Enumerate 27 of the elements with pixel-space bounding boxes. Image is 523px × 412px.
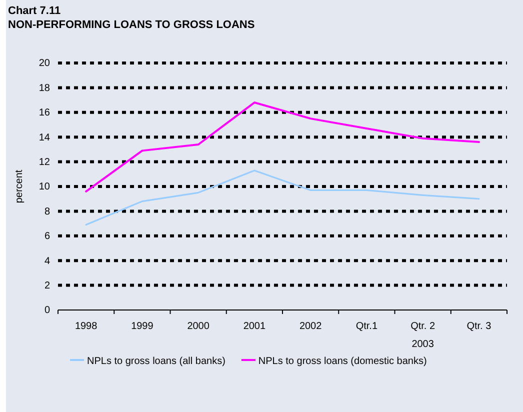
text: 2003 [412,339,434,350]
y-tick-label: 0 [44,305,50,316]
x-tick-label: Qtr.1 [356,321,378,332]
legend-label: NPLs to gross loans (domestic banks) [258,356,427,367]
x-tick-label: Qtr. 2 [410,321,436,332]
y-tick-label: 12 [38,157,50,168]
line-series [85,170,480,226]
chart-title: Chart 7.11 [8,5,61,17]
y-tick-label: 8 [44,206,50,218]
y-tick-label: 20 [38,58,50,70]
legend-label: NPLs to gross loans (all banks) [87,356,226,367]
y-tick-label: 4 [44,256,50,267]
x-tick-label: 1998 [74,321,98,332]
y-tick-label: 14 [38,132,50,144]
x-tick-label: 2000 [187,321,210,332]
y-tick-label: 16 [38,108,50,119]
x-tick-label: 2001 [243,321,266,332]
y-axis-title: percent [14,170,25,204]
x-tick-label: 2002 [299,321,322,332]
line-series [85,102,480,192]
y-tick-label: 2 [44,280,50,292]
chart-subtitle: NON-PERFORMING LOANS TO GROSS LOANS [8,19,255,31]
y-tick-label: 10 [38,182,50,193]
x-tick-label: Qtr. 3 [466,321,492,332]
x-tick-label: 1999 [131,321,154,332]
y-tick-label: 18 [38,82,50,94]
y-tick-label: 6 [44,231,50,242]
